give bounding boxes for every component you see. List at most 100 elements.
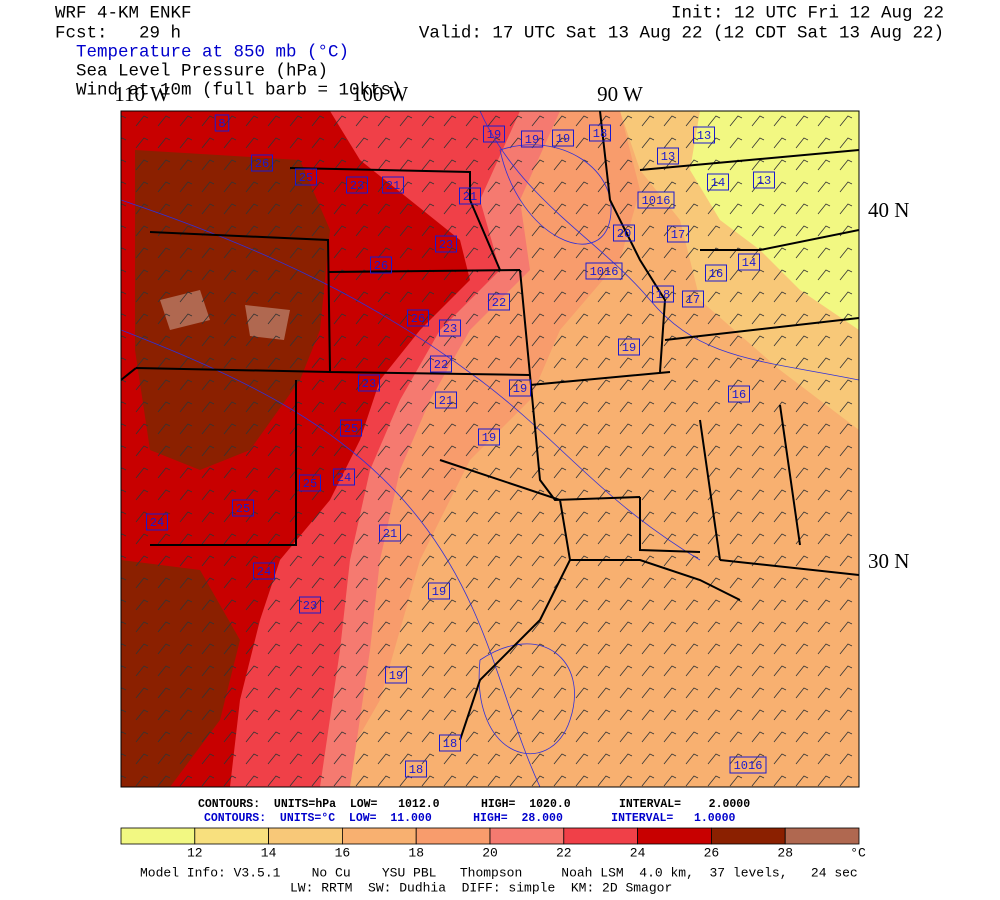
wind-barbs (121, 111, 859, 787)
latitude-label: 30 N (868, 549, 909, 573)
contour-label: 23 (362, 377, 376, 391)
contour-label: 17 (671, 228, 685, 242)
contour-label: 25 (299, 171, 313, 185)
colorbar-tick-label: 14 (261, 845, 277, 860)
colorbar-box (268, 827, 343, 845)
contour-label-box (705, 264, 727, 282)
contour-label: 8 (218, 117, 225, 131)
colorbar-tick-label: 24 (630, 845, 646, 860)
contour-label-box (637, 191, 675, 209)
contour-label-box (435, 391, 457, 409)
model-info: Model Info: V3.5.1 No Cu YSU PBL Thompso… (140, 865, 858, 880)
colorbar-box (637, 827, 712, 845)
contour-label: 26 (374, 259, 388, 273)
contour-label-box (439, 734, 461, 752)
contour-label: 17 (686, 293, 700, 307)
contour-label-box (682, 290, 704, 308)
contour-label-box (358, 374, 380, 392)
contour-label: 24 (150, 516, 164, 530)
contour-label-box (407, 309, 429, 327)
colorbar-tick-label: 28 (777, 845, 793, 860)
colorbar-tick-label: 26 (704, 845, 720, 860)
contour-label: 19 (487, 128, 501, 142)
colorbar-box (784, 827, 860, 845)
contour-label-box (214, 114, 230, 132)
contour-label: 14 (742, 256, 756, 270)
contour-label: 23 (443, 322, 457, 336)
contour-label: 19 (622, 341, 636, 355)
contour-label: 25 (303, 477, 317, 491)
colorbar-box (194, 827, 270, 845)
contour-label-box (483, 125, 505, 143)
contour-lines (121, 111, 859, 787)
contour-label: 14 (711, 176, 725, 190)
contour-label-box (589, 124, 611, 142)
contour-label-box (346, 176, 368, 194)
colorbar: 12 14 16 18 20 22 24 26 28 °C (120, 827, 866, 860)
contour-label-box (729, 756, 767, 774)
contour-label: 22 (492, 296, 506, 310)
colorbar-box (711, 827, 786, 845)
latitude-label: 40 N (868, 198, 909, 222)
contour-label: 23 (350, 179, 364, 193)
contour-label-box (728, 385, 750, 403)
contour-label-box (618, 338, 640, 356)
contour-label: 24 (337, 471, 351, 485)
contour-label-box (652, 285, 674, 303)
contour-label: 13 (661, 150, 675, 164)
colorbar-box (563, 827, 638, 845)
contour-label: 23 (303, 599, 317, 613)
contour-label-box (521, 130, 543, 148)
contour-label-box (738, 253, 760, 271)
contour-label: 21 (386, 179, 400, 193)
contour-label: 18 (409, 763, 423, 777)
contour-label: 18 (593, 127, 607, 141)
contour-label-box (385, 666, 407, 684)
contour-label-box (509, 379, 531, 397)
forecast-hour: Fcst: 29 h (55, 24, 181, 44)
contour-label-box (459, 187, 481, 205)
contour-label-box (253, 562, 275, 580)
model-title: WRF 4-KM ENKF (55, 4, 192, 24)
contour-label-box (657, 147, 679, 165)
contour-label: 1016 (642, 194, 671, 208)
contour-label: 26 (255, 157, 269, 171)
colorbar-tick-label: 12 (187, 845, 203, 860)
contour-label: 1016 (734, 759, 763, 773)
contour-label: 26 (411, 312, 425, 326)
contour-label: 19 (389, 669, 403, 683)
contour-label-box (232, 499, 254, 517)
contour-label: 22 (434, 358, 448, 372)
contour-label: 1016 (590, 265, 619, 279)
colorbar-box (415, 827, 491, 845)
init-time: Init: 12 UTC Fri 12 Aug 22 (671, 4, 944, 24)
contour-info: CONTOURS: UNITS=hPa LOW= 1012.0 HIGH= 10… (198, 798, 750, 811)
contour-label: 19 (556, 132, 570, 146)
contour-label-box (382, 176, 404, 194)
contour-label-box (379, 524, 401, 542)
contour-label-box (552, 129, 574, 147)
contour-label: 13 (757, 174, 771, 188)
contour-label: 20 (617, 227, 631, 241)
contour-label-box (439, 319, 461, 337)
contour-label: 19 (513, 382, 527, 396)
contour-label-box (428, 582, 450, 600)
contour-label: 19 (525, 133, 539, 147)
field-label: Temperature at 850 mb (°C) (76, 43, 349, 63)
colorbar-unit: °C (850, 845, 866, 860)
map-frame (120, 110, 860, 788)
contour-label-box (707, 173, 729, 191)
contour-label-box (435, 235, 457, 253)
contour-label: 18 (443, 737, 457, 751)
longitude-label: 100 W (352, 82, 408, 106)
contour-label-box (488, 293, 510, 311)
longitude-label: 90 W (597, 82, 643, 106)
contour-label-box (299, 474, 321, 492)
colorbar-tick-label: 22 (556, 845, 572, 860)
field-label: Sea Level Pressure (hPa) (76, 62, 328, 82)
contour-label-box (295, 168, 317, 186)
contour-label: 21 (463, 190, 477, 204)
contour-label-box (667, 225, 689, 243)
valid-time: Valid: 17 UTC Sat 13 Aug 22 (12 CDT Sat … (419, 24, 944, 44)
